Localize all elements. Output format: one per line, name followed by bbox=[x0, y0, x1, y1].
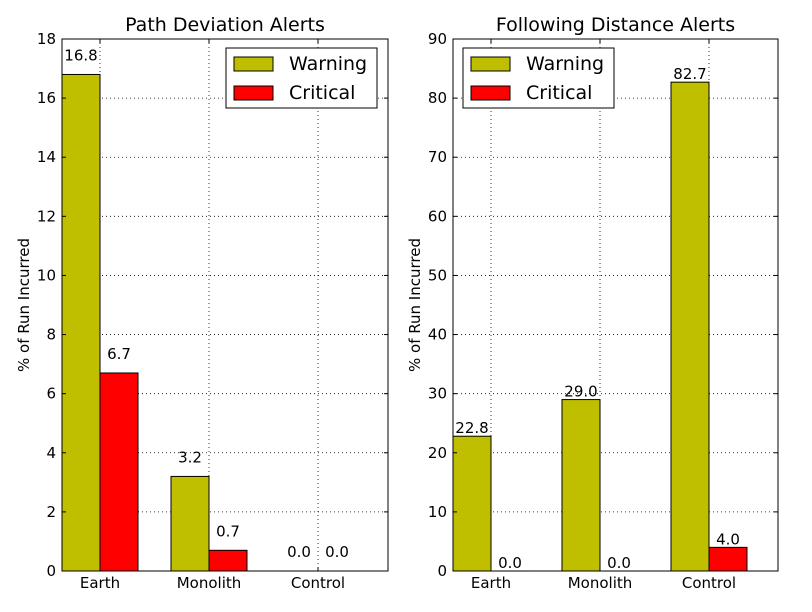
y-tick-label: 60 bbox=[428, 207, 447, 225]
data-label: 6.7 bbox=[107, 345, 131, 363]
data-label: 29.0 bbox=[564, 383, 597, 401]
axes-frame bbox=[452, 38, 779, 572]
legend-swatch-warning bbox=[470, 56, 511, 72]
y-tick-label: 10 bbox=[37, 266, 56, 284]
y-tick-label: 40 bbox=[428, 326, 447, 344]
y-tick-label: 8 bbox=[46, 326, 56, 344]
y-tick-label: 90 bbox=[428, 30, 447, 48]
y-tick-label: 30 bbox=[428, 385, 447, 403]
data-label: 16.8 bbox=[64, 46, 97, 64]
y-tick-label: 50 bbox=[428, 266, 447, 284]
axes-frame bbox=[61, 38, 389, 572]
data-label: 4.0 bbox=[716, 530, 740, 548]
bar-warning-control bbox=[670, 81, 710, 572]
data-label: 0.0 bbox=[325, 543, 349, 561]
legend: Warning Critical bbox=[225, 47, 378, 109]
data-label: 3.2 bbox=[178, 448, 202, 466]
legend: Warning Critical bbox=[462, 47, 615, 109]
y-tick-label: 12 bbox=[37, 207, 56, 225]
y-tick-label: 18 bbox=[37, 30, 56, 48]
bar-critical-monolith bbox=[208, 549, 248, 572]
x-tick-label: Monolith bbox=[568, 574, 633, 592]
y-tick-label: 16 bbox=[37, 89, 56, 107]
y-tick-label: 0 bbox=[46, 562, 56, 580]
y-tick-label: 80 bbox=[428, 89, 447, 107]
data-label: 82.7 bbox=[673, 65, 706, 83]
legend-swatch-warning bbox=[233, 56, 274, 72]
y-axis-label: % of Run Incurred bbox=[406, 238, 424, 372]
legend-label-critical: Critical bbox=[289, 82, 355, 104]
chart-panel-1: 16.8 3.2 0.0 6.7 0.7 0.0 0 2 4 6 8 10 12 14 16 18 Earth M… bbox=[15, 14, 389, 592]
x-tick-label: Control bbox=[291, 574, 345, 592]
data-label: 0.7 bbox=[216, 522, 240, 540]
data-label: 0.0 bbox=[287, 543, 311, 561]
y-axis-label: % of Run Incurred bbox=[15, 238, 33, 372]
y-tick-label: 70 bbox=[428, 148, 447, 166]
bar-warning-monolith bbox=[561, 399, 601, 572]
data-label: 0.0 bbox=[607, 554, 631, 572]
chart-panel-2: 22.8 29.0 82.7 0.0 0.0 4.0 0 10 20 30 40 50 60 70 80 90… bbox=[406, 14, 779, 592]
legend-swatch-critical bbox=[233, 85, 274, 101]
y-tick-label: 4 bbox=[46, 444, 56, 462]
chart-title: Following Distance Alerts bbox=[496, 14, 735, 36]
y-tick-label: 14 bbox=[37, 148, 56, 166]
y-tick-label: 0 bbox=[437, 562, 447, 580]
legend-label-warning: Warning bbox=[289, 53, 367, 75]
legend-label-warning: Warning bbox=[526, 53, 604, 75]
y-tick-label: 20 bbox=[428, 444, 447, 462]
bar-critical-control bbox=[708, 546, 748, 572]
x-tick-label: Monolith bbox=[177, 574, 242, 592]
bar-warning-monolith bbox=[170, 475, 210, 572]
y-tick-label: 2 bbox=[46, 503, 56, 521]
x-tick-label: Control bbox=[682, 574, 736, 592]
x-tick-label: Earth bbox=[471, 574, 511, 592]
legend-label-critical: Critical bbox=[526, 82, 592, 104]
x-tick-label: Earth bbox=[80, 574, 120, 592]
y-tick-label: 6 bbox=[46, 385, 56, 403]
data-label: 0.0 bbox=[498, 554, 522, 572]
bar-critical-earth bbox=[99, 372, 139, 572]
bar-warning-earth bbox=[452, 435, 492, 572]
data-label: 22.8 bbox=[455, 419, 488, 437]
y-tick-label: 10 bbox=[428, 503, 447, 521]
gridlines bbox=[453, 39, 778, 571]
bar-warning-earth bbox=[61, 73, 101, 572]
chart-title: Path Deviation Alerts bbox=[125, 14, 325, 36]
legend-swatch-critical bbox=[470, 85, 511, 101]
